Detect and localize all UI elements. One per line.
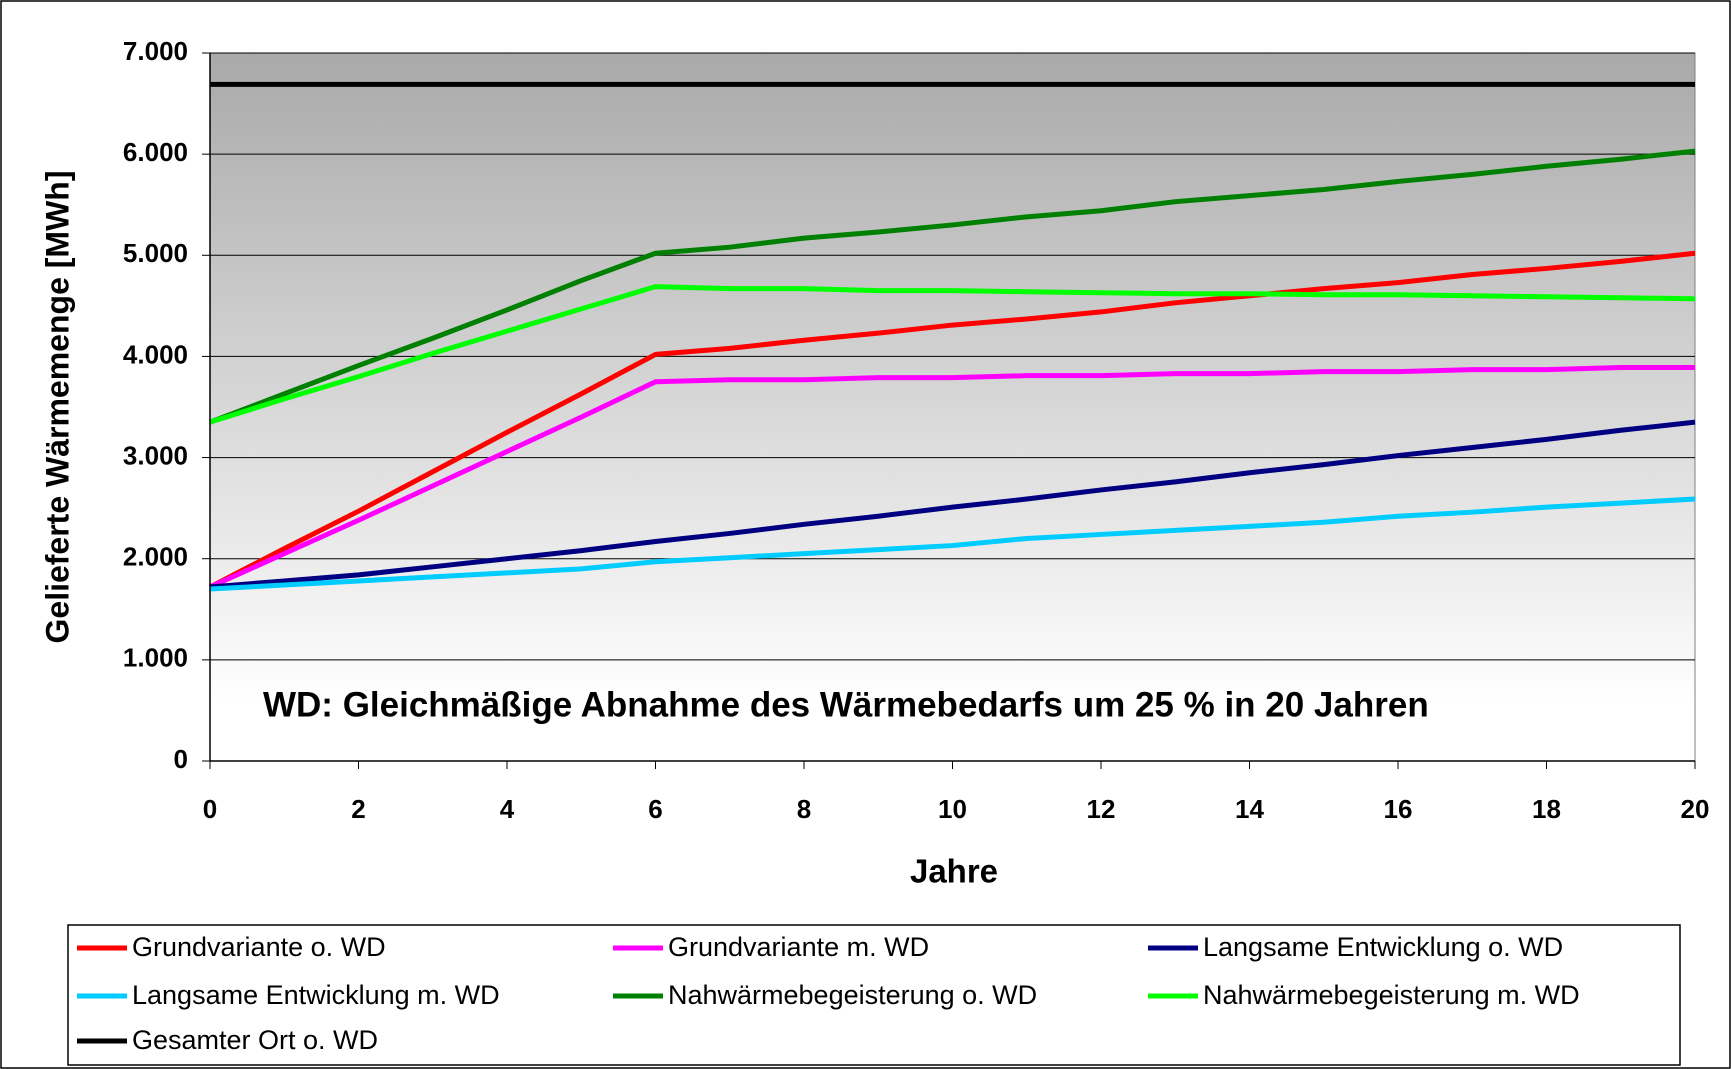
x-tick-label: 16 <box>1384 794 1413 824</box>
series-line <box>208 250 1696 590</box>
y-tick-label: 1.000 <box>123 643 188 673</box>
x-tick-label: 12 <box>1087 794 1116 824</box>
series-line <box>209 496 1696 592</box>
legend-label: Nahwärmebegeisterung o. WD <box>668 980 1037 1010</box>
x-tick-label: 10 <box>938 794 967 824</box>
plot-area <box>209 52 1696 762</box>
x-tick-label: 8 <box>797 794 811 824</box>
series-line <box>209 419 1696 590</box>
series-line <box>209 284 1696 425</box>
legend-label: Langsame Entwicklung o. WD <box>1203 932 1563 962</box>
x-tick-label: 6 <box>648 794 662 824</box>
legend-label: Gesamter Ort o. WD <box>132 1025 378 1055</box>
legend-label: Grundvariante m. WD <box>668 932 929 962</box>
x-tick-label: 18 <box>1532 794 1561 824</box>
legend-label: Nahwärmebegeisterung m. WD <box>1203 980 1580 1010</box>
y-tick-label: 5.000 <box>123 238 188 268</box>
legend <box>67 924 1681 1066</box>
series-line <box>209 148 1696 425</box>
x-tick-label: 2 <box>351 794 365 824</box>
x-tick-label: 4 <box>500 794 515 824</box>
y-tick-label: 3.000 <box>123 440 188 470</box>
y-axis-label: Gelieferte Wärmemenge [MWh] <box>39 171 75 644</box>
x-axis-label: Jahre <box>910 853 998 890</box>
x-tick-label: 14 <box>1235 794 1264 824</box>
legend-label: Grundvariante o. WD <box>132 932 386 962</box>
x-tick-label: 0 <box>203 794 217 824</box>
y-tick-label: 6.000 <box>123 137 188 167</box>
y-tick-label: 2.000 <box>123 542 188 572</box>
series-line <box>208 365 1695 590</box>
x-tick-label: 20 <box>1681 794 1710 824</box>
y-tick-label: 4.000 <box>123 339 188 369</box>
y-tick-label: 7.000 <box>123 36 188 66</box>
legend-label: Langsame Entwicklung m. WD <box>132 980 500 1010</box>
y-tick-label: 0 <box>174 744 188 774</box>
annotation: WD: Gleichmäßige Abnahme des Wärmebedarf… <box>263 685 1429 724</box>
